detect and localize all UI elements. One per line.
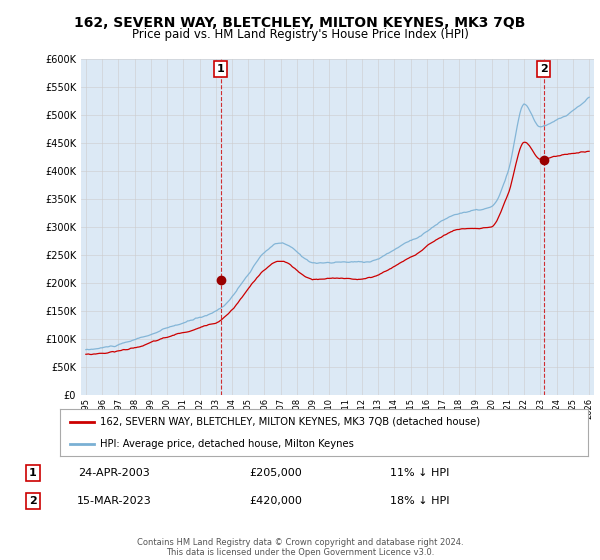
Text: £205,000: £205,000 xyxy=(250,468,302,478)
Text: 18% ↓ HPI: 18% ↓ HPI xyxy=(390,496,450,506)
Text: 2: 2 xyxy=(29,496,37,506)
Text: 162, SEVERN WAY, BLETCHLEY, MILTON KEYNES, MK3 7QB: 162, SEVERN WAY, BLETCHLEY, MILTON KEYNE… xyxy=(74,16,526,30)
Text: 24-APR-2003: 24-APR-2003 xyxy=(78,468,150,478)
Text: 11% ↓ HPI: 11% ↓ HPI xyxy=(391,468,449,478)
Text: 15-MAR-2023: 15-MAR-2023 xyxy=(77,496,151,506)
Text: 1: 1 xyxy=(29,468,37,478)
Text: Price paid vs. HM Land Registry's House Price Index (HPI): Price paid vs. HM Land Registry's House … xyxy=(131,28,469,41)
Text: 162, SEVERN WAY, BLETCHLEY, MILTON KEYNES, MK3 7QB (detached house): 162, SEVERN WAY, BLETCHLEY, MILTON KEYNE… xyxy=(100,417,480,427)
Text: 2: 2 xyxy=(540,64,548,74)
Text: 1: 1 xyxy=(217,64,224,74)
Text: Contains HM Land Registry data © Crown copyright and database right 2024.
This d: Contains HM Land Registry data © Crown c… xyxy=(137,538,463,557)
Text: HPI: Average price, detached house, Milton Keynes: HPI: Average price, detached house, Milt… xyxy=(100,438,353,449)
Text: £420,000: £420,000 xyxy=(250,496,302,506)
